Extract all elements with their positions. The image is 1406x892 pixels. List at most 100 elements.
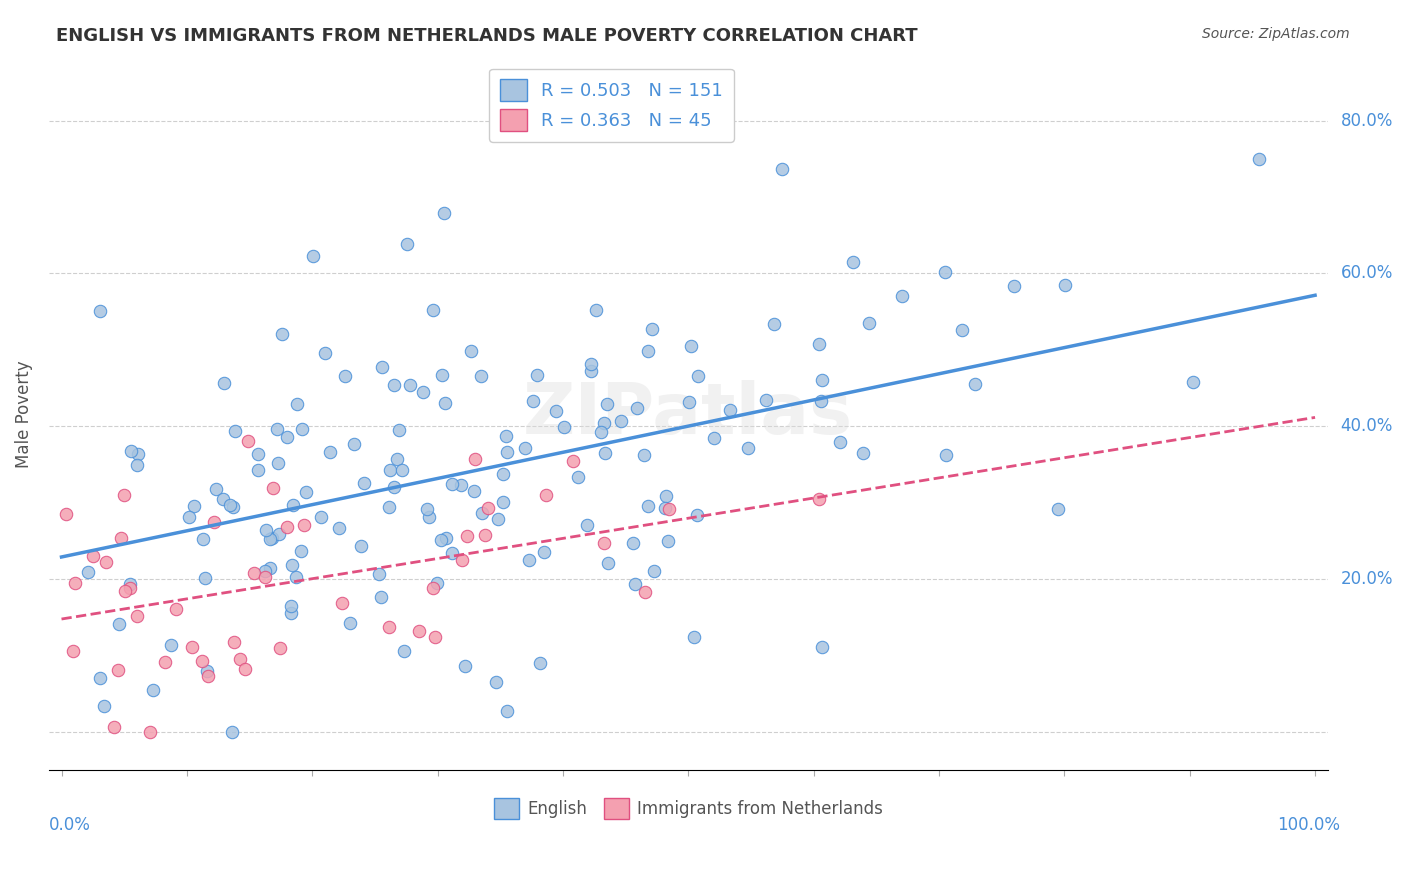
- Point: [533, 545, 555, 559]
- Point: [370, 590, 392, 604]
- Point: [238, 434, 260, 449]
- Point: [301, 249, 323, 263]
- Point: [108, 617, 131, 632]
- Point: [89, 671, 111, 685]
- Point: [474, 528, 496, 542]
- Point: [513, 441, 536, 455]
- Point: [254, 523, 277, 537]
- Point: [127, 458, 149, 472]
- Point: [291, 422, 314, 436]
- Text: ENGLISH VS IMMIGRANTS FROM NETHERLANDS MALE POVERTY CORRELATION CHART: ENGLISH VS IMMIGRANTS FROM NETHERLANDS M…: [56, 27, 918, 45]
- Point: [166, 602, 188, 616]
- Point: [553, 420, 575, 434]
- Point: [94, 555, 117, 569]
- Point: [679, 339, 702, 353]
- Point: [93, 699, 115, 714]
- Point: [191, 655, 214, 669]
- Point: [485, 675, 508, 690]
- Point: [319, 444, 342, 458]
- Point: [398, 378, 420, 392]
- Point: [440, 477, 463, 491]
- Point: [284, 570, 307, 584]
- Point: [423, 630, 446, 644]
- Point: [633, 448, 655, 462]
- Point: [378, 500, 401, 514]
- Point: [852, 446, 875, 460]
- Point: [292, 517, 315, 532]
- Y-axis label: Male Poverty: Male Poverty: [15, 361, 32, 468]
- Point: [107, 664, 129, 678]
- Point: [246, 447, 269, 461]
- Point: [269, 641, 291, 656]
- Point: [450, 478, 472, 492]
- Point: [492, 467, 515, 482]
- Point: [934, 265, 956, 279]
- Point: [678, 395, 700, 409]
- Point: [682, 630, 704, 644]
- Point: [269, 527, 291, 541]
- Point: [212, 491, 235, 506]
- Text: 100.0%: 100.0%: [1278, 816, 1340, 834]
- Point: [281, 498, 304, 512]
- Point: [529, 657, 551, 671]
- Point: [643, 564, 665, 578]
- Point: [517, 553, 540, 567]
- Point: [254, 570, 277, 584]
- Point: [343, 437, 366, 451]
- Point: [276, 520, 298, 534]
- Point: [810, 393, 832, 408]
- Point: [579, 364, 602, 378]
- Point: [641, 321, 664, 335]
- Point: [496, 705, 519, 719]
- Point: [426, 575, 449, 590]
- Point: [703, 431, 725, 445]
- Point: [294, 484, 316, 499]
- Point: [688, 368, 710, 383]
- Point: [155, 655, 177, 669]
- Point: [55, 507, 77, 521]
- Point: [335, 369, 357, 384]
- Point: [380, 463, 402, 477]
- Point: [891, 288, 914, 302]
- Point: [391, 463, 413, 477]
- Point: [737, 441, 759, 455]
- Point: [280, 599, 302, 613]
- Point: [422, 302, 444, 317]
- Point: [596, 556, 619, 570]
- Point: [576, 518, 599, 533]
- Point: [1249, 152, 1271, 166]
- Point: [593, 536, 616, 550]
- Text: 0.0%: 0.0%: [49, 816, 91, 834]
- Point: [430, 368, 453, 382]
- Point: [125, 609, 148, 624]
- Point: [657, 534, 679, 549]
- Point: [332, 596, 354, 610]
- Point: [127, 447, 149, 461]
- Legend: R = 0.503   N = 151, R = 0.363   N = 45: R = 0.503 N = 151, R = 0.363 N = 45: [489, 69, 734, 142]
- Point: [408, 624, 430, 638]
- Point: [1047, 502, 1070, 516]
- Point: [492, 495, 515, 509]
- Point: [392, 644, 415, 658]
- Point: [623, 576, 645, 591]
- Point: [534, 488, 557, 502]
- Point: [195, 664, 218, 678]
- Text: Source: ZipAtlas.com: Source: ZipAtlas.com: [1202, 27, 1350, 41]
- Point: [1002, 279, 1025, 293]
- Point: [412, 385, 434, 400]
- Point: [194, 571, 217, 585]
- Point: [654, 490, 676, 504]
- Point: [495, 429, 517, 443]
- Point: [112, 487, 135, 501]
- Point: [367, 566, 389, 581]
- Point: [562, 454, 585, 468]
- Point: [522, 394, 544, 409]
- Point: [63, 575, 86, 590]
- Point: [830, 434, 852, 449]
- Point: [763, 317, 786, 331]
- Point: [89, 304, 111, 318]
- Point: [811, 640, 834, 655]
- Point: [77, 565, 100, 579]
- Point: [770, 161, 793, 176]
- Point: [266, 422, 288, 436]
